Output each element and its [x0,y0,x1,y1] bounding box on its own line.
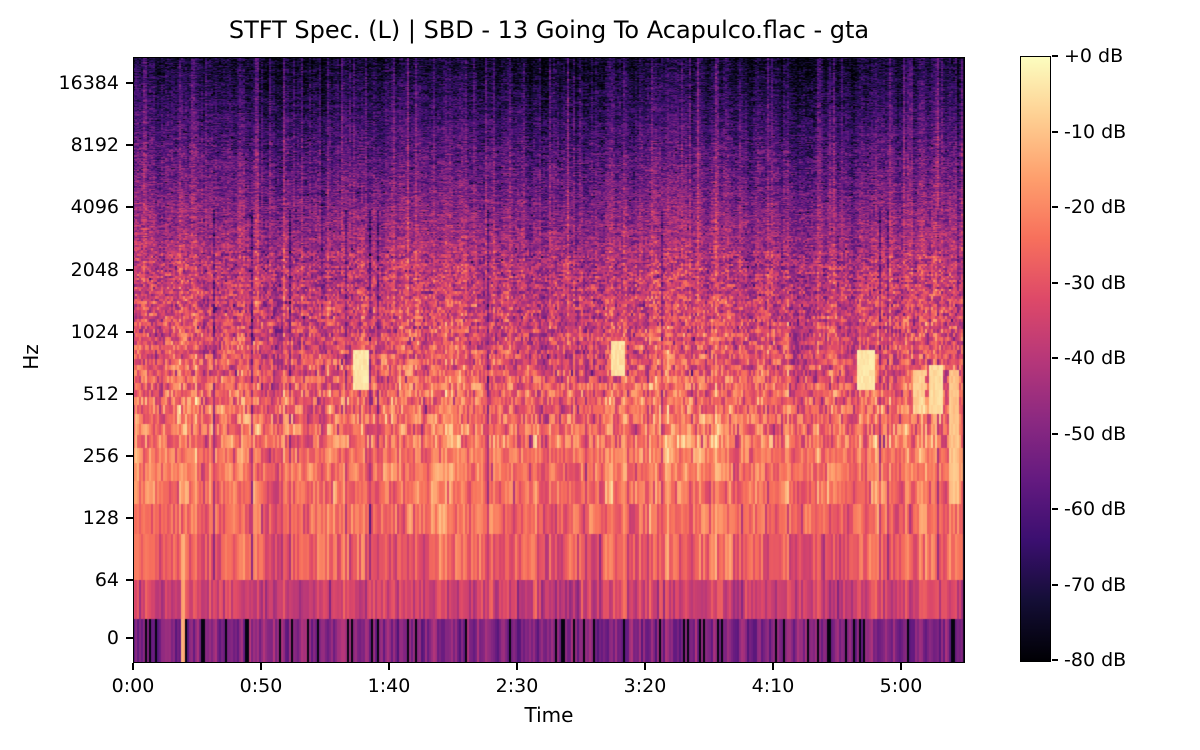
colorbar-tick-mark [1052,55,1058,57]
y-tick-label: 64 [94,569,119,591]
colorbar-tick-label: -50 dB [1064,423,1127,445]
x-tick-label: 4:10 [751,675,795,697]
y-tick-mark [126,393,133,395]
x-tick-mark [388,663,390,670]
spectrogram-heatmap [133,57,965,663]
y-tick-label: 8192 [70,134,119,156]
x-tick-mark [260,663,262,670]
x-tick-mark [516,663,518,670]
y-tick-label: 2048 [70,259,119,281]
y-tick-mark [126,637,133,639]
y-tick-label: 256 [82,445,119,467]
x-tick-mark [644,663,646,670]
x-tick-mark [900,663,902,670]
colorbar [1020,56,1051,662]
colorbar-tick-mark [1052,433,1058,435]
colorbar-tick-label: -60 dB [1064,498,1127,520]
colorbar-gradient [1021,57,1050,661]
y-tick-label: 0 [106,627,119,649]
y-tick-mark [126,269,133,271]
colorbar-tick-label: -40 dB [1064,347,1127,369]
x-axis-label: Time [524,703,574,727]
y-tick-mark [126,579,133,581]
y-axis-label: Hz [19,344,43,370]
x-tick-label: 0:00 [111,675,155,697]
colorbar-tick-mark [1052,584,1058,586]
y-tick-label: 1024 [70,321,119,343]
x-tick-label: 5:00 [879,675,923,697]
colorbar-tick-label: -30 dB [1064,272,1127,294]
colorbar-tick-label: +0 dB [1064,45,1124,67]
colorbar-tick-mark [1052,357,1058,359]
colorbar-tick-mark [1052,206,1058,208]
x-tick-label: 2:30 [495,675,539,697]
y-tick-mark [126,455,133,457]
y-tick-label: 16384 [58,72,119,94]
colorbar-tick-label: -10 dB [1064,121,1127,143]
y-tick-label: 128 [82,507,119,529]
colorbar-tick-mark [1052,508,1058,510]
y-tick-mark [126,82,133,84]
y-tick-label: 4096 [70,196,119,218]
chart-title: STFT Spec. (L) | SBD - 13 Going To Acapu… [228,16,870,44]
colorbar-tick-label: -20 dB [1064,196,1127,218]
x-tick-mark [772,663,774,670]
x-tick-label: 0:50 [239,675,283,697]
x-tick-label: 1:40 [367,675,411,697]
colorbar-tick-label: -80 dB [1064,649,1127,671]
y-tick-mark [126,206,133,208]
colorbar-tick-mark [1052,659,1058,661]
colorbar-tick-label: -70 dB [1064,574,1127,596]
colorbar-tick-mark [1052,282,1058,284]
y-tick-mark [126,517,133,519]
x-tick-label: 3:20 [623,675,667,697]
y-tick-mark [126,144,133,146]
y-tick-label: 512 [82,383,119,405]
y-tick-mark [126,331,133,333]
colorbar-tick-mark [1052,131,1058,133]
x-tick-mark [132,663,134,670]
